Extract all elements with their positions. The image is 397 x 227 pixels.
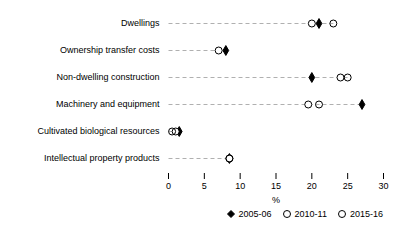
html-text:2010-11: 2010-11: [294, 209, 327, 219]
svg-text:10: 10: [235, 181, 245, 191]
svg-text:5: 5: [202, 181, 207, 191]
svg-text:Intellectual property products: Intellectual property products: [44, 153, 160, 163]
svg-text:Machinery and equipment: Machinery and equipment: [56, 99, 160, 109]
svg-text:30: 30: [378, 181, 388, 191]
svg-text:%: %: [272, 195, 280, 205]
svg-text:15: 15: [271, 181, 281, 191]
svg-text:Dwellings: Dwellings: [121, 18, 160, 28]
html-text:2005-06: 2005-06: [238, 209, 272, 219]
svg-text:Cultivated biological resource: Cultivated biological resources: [37, 126, 160, 136]
svg-text:Ownership transfer costs: Ownership transfer costs: [60, 45, 160, 55]
svg-text:25: 25: [343, 181, 353, 191]
svg-text:20: 20: [307, 181, 317, 191]
svg-text:Non-dwelling construction: Non-dwelling construction: [56, 72, 159, 82]
html-text:2015-16: 2015-16: [350, 209, 383, 219]
svg-text:0: 0: [166, 181, 171, 191]
